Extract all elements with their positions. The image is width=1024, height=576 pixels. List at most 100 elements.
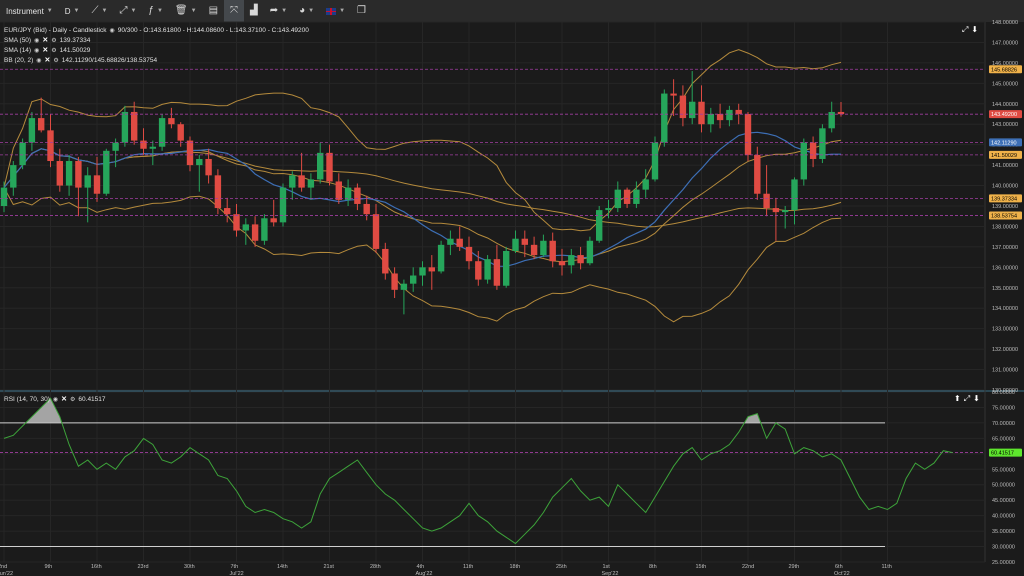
sma14-value: 141.50029 xyxy=(59,46,91,54)
arrow-down-icon[interactable]: ⬇ xyxy=(971,25,979,34)
instrument-label: Instrument xyxy=(6,6,44,16)
eye-icon[interactable]: ◉ xyxy=(34,37,40,44)
candle-body xyxy=(772,208,780,213)
legend-main: EUR/JPY (Bid) - Daily - Candlestick ◉ 90… xyxy=(4,25,309,35)
candle-body xyxy=(0,187,8,206)
sma50-tag: 139.37334 xyxy=(991,196,1017,202)
candle-body xyxy=(633,189,640,204)
candle-body xyxy=(279,187,287,223)
close-icon[interactable]: ✕ xyxy=(61,396,68,403)
candle-body xyxy=(447,238,454,245)
legend-bb: BB (20, 2) ◉ ✕ ⚙ 142.11290/145.68826/138… xyxy=(4,55,157,65)
y-tick-label: 35.00000 xyxy=(992,529,1015,535)
candle-body xyxy=(19,142,26,166)
arrow-up-icon[interactable]: ⬆ xyxy=(954,394,961,403)
bb-lower-tag-bg xyxy=(989,211,1022,220)
expand-icon[interactable]: ⤢ xyxy=(962,25,969,34)
arrow-down-icon[interactable]: ⬇ xyxy=(973,394,980,403)
gear-icon[interactable]: ⚙ xyxy=(51,47,57,54)
bars-button[interactable]: ▟ xyxy=(244,0,264,22)
trash-icon: 🗑 xyxy=(174,5,188,16)
y-tick-label: 75.00000 xyxy=(992,405,1015,411)
trash-button[interactable]: 🗑 ▼ xyxy=(169,0,203,22)
candle-body xyxy=(372,214,380,249)
rsi-overbought-area xyxy=(25,398,62,423)
chart-type-button[interactable]: ⟋ ▼ xyxy=(85,0,113,22)
instrument-dropdown[interactable]: Instrument ▼ xyxy=(0,0,59,22)
candle-body xyxy=(177,124,184,141)
candle-body xyxy=(363,203,370,215)
close-icon[interactable]: ✕ xyxy=(42,37,49,44)
candle-body xyxy=(419,267,426,276)
expand-icon[interactable]: ⤢ xyxy=(963,394,971,403)
share-icon: ➦ xyxy=(269,5,279,16)
candle-body xyxy=(131,111,138,141)
sma50-line xyxy=(3,148,842,228)
x-tick-label: 6th xyxy=(835,564,843,570)
fullscreen-button[interactable]: ⤧ xyxy=(224,0,245,22)
x-tick-label: 28th xyxy=(370,564,381,570)
y-tick-label: 40.00000 xyxy=(992,514,1015,520)
timeframe-label: D xyxy=(64,6,71,16)
candle-body xyxy=(354,187,361,204)
gear-icon[interactable]: ⚙ xyxy=(70,396,76,403)
candle-body xyxy=(84,175,91,188)
settings-button[interactable]: ◕ ▼ xyxy=(293,0,320,22)
instrument-title: EUR/JPY (Bid) - Daily - Candlestick xyxy=(4,26,107,34)
last-price-tag: 143.49200 xyxy=(991,112,1017,118)
window-button[interactable]: ❐ xyxy=(351,0,372,22)
x-tick-label: 25th xyxy=(556,564,567,570)
y-tick-label: 144.00000 xyxy=(992,102,1018,108)
y-tick-label: 130.00000 xyxy=(992,388,1018,394)
candle-body xyxy=(307,179,315,188)
eye-icon[interactable]: ◉ xyxy=(52,396,59,403)
x-tick-label: 16th xyxy=(91,564,102,570)
candle-body xyxy=(270,218,277,223)
rsi-value-tag: 60.41517 xyxy=(991,451,1014,457)
draw-tools-button[interactable]: ⤢ ▼ xyxy=(113,0,142,22)
candle-body xyxy=(317,152,324,180)
candle-body xyxy=(10,165,17,188)
candle-body xyxy=(744,114,752,155)
gear-icon[interactable]: ⚙ xyxy=(53,57,59,64)
bb-upper-tag-bg xyxy=(989,65,1022,74)
bb-label: BB (20, 2) xyxy=(4,56,34,64)
candle-body xyxy=(186,140,194,166)
timeframe-dropdown[interactable]: D ▼ xyxy=(59,0,86,22)
layout-button[interactable]: ▤ xyxy=(203,0,224,22)
candle-body xyxy=(735,109,742,114)
bb-mid-tag-bg xyxy=(989,138,1022,147)
candle-body xyxy=(754,154,761,194)
close-icon[interactable]: ✕ xyxy=(42,47,49,54)
share-button[interactable]: ➦ ▼ xyxy=(264,0,293,22)
indicators-button[interactable]: ƒ ▼ xyxy=(142,0,169,22)
y-tick-label: 65.00000 xyxy=(992,436,1015,442)
eye-icon[interactable]: ◉ xyxy=(36,57,42,64)
candle-body xyxy=(168,118,175,125)
legend-rsi: RSI (14, 70, 30) ◉ ✕ ⚙ 60.41517 xyxy=(4,394,106,404)
candle-body xyxy=(698,101,705,125)
y-tick-label: 134.00000 xyxy=(992,306,1018,312)
y-tick-label: 141.00000 xyxy=(992,163,1018,169)
rsi-pane-controls: ⬆ ⤢ ⬇ xyxy=(954,394,980,404)
close-icon[interactable]: ✕ xyxy=(44,57,51,64)
bb-lower-tag: 138.53754 xyxy=(991,213,1017,219)
candle-body xyxy=(475,261,482,280)
eye-icon[interactable]: ◉ xyxy=(109,27,115,34)
gear-icon[interactable]: ⚙ xyxy=(51,37,57,44)
candle-body xyxy=(651,142,659,180)
language-button[interactable]: ▼ xyxy=(320,0,351,22)
chevron-down-icon: ▼ xyxy=(130,8,137,14)
chevron-down-icon: ▼ xyxy=(281,8,288,14)
y-tick-label: 147.00000 xyxy=(992,40,1018,46)
eye-icon[interactable]: ◉ xyxy=(34,47,40,54)
candle-body xyxy=(763,193,770,209)
ohlc-stats: 90/300 - O:143.61800 - H:144.08600 - L:1… xyxy=(117,26,309,34)
candle-body xyxy=(335,181,342,200)
sma50-tag-bg xyxy=(989,194,1022,203)
y-tick-label: 132.00000 xyxy=(992,347,1018,353)
chevron-down-icon: ▼ xyxy=(190,8,197,14)
candle-body xyxy=(661,93,668,143)
candle-body xyxy=(540,240,547,256)
